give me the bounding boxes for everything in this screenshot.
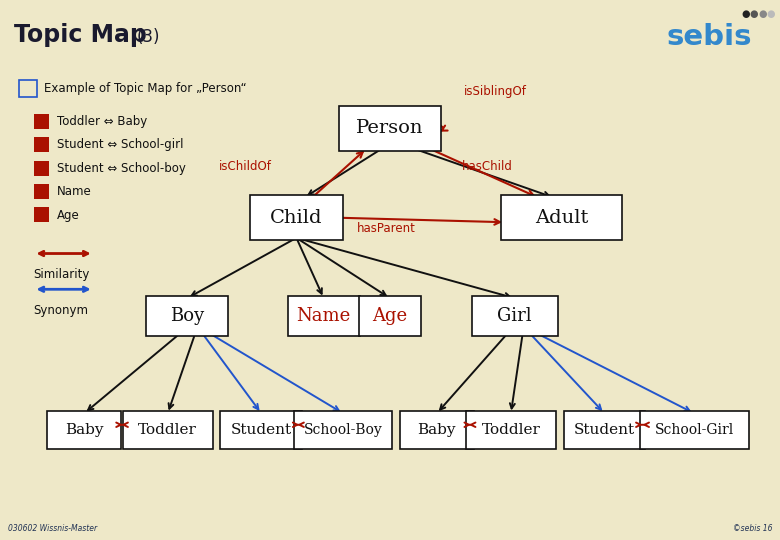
- FancyBboxPatch shape: [48, 411, 122, 449]
- Text: ●: ●: [750, 9, 758, 19]
- Text: (3): (3): [136, 28, 160, 45]
- FancyBboxPatch shape: [34, 207, 49, 222]
- Text: Student ⇔ School-boy: Student ⇔ School-boy: [57, 162, 186, 175]
- Text: ●: ●: [767, 9, 775, 19]
- FancyBboxPatch shape: [472, 296, 558, 336]
- Text: Adult: Adult: [535, 209, 588, 227]
- Text: Boy: Boy: [170, 307, 204, 325]
- FancyBboxPatch shape: [147, 296, 228, 336]
- Text: Toddler: Toddler: [138, 423, 197, 437]
- Text: Student ⇔ School-girl: Student ⇔ School-girl: [57, 138, 183, 151]
- Text: Example of Topic Map for „Person“: Example of Topic Map for „Person“: [44, 82, 247, 95]
- Text: Baby: Baby: [417, 423, 456, 437]
- Text: hasParent: hasParent: [356, 222, 416, 235]
- Text: Name: Name: [296, 307, 351, 325]
- FancyBboxPatch shape: [339, 106, 441, 151]
- Text: Synonym: Synonym: [34, 304, 89, 318]
- FancyBboxPatch shape: [34, 114, 49, 129]
- Text: Age: Age: [372, 307, 408, 325]
- Text: Toddler: Toddler: [481, 423, 541, 437]
- Text: School-Girl: School-Girl: [654, 423, 734, 437]
- Text: isChildOf: isChildOf: [219, 160, 272, 173]
- Text: Child: Child: [270, 209, 323, 227]
- Text: Girl: Girl: [498, 307, 532, 325]
- FancyBboxPatch shape: [19, 79, 37, 98]
- FancyArrowPatch shape: [439, 125, 448, 131]
- FancyBboxPatch shape: [34, 161, 49, 176]
- FancyBboxPatch shape: [250, 195, 343, 240]
- Text: Name: Name: [57, 185, 92, 198]
- FancyBboxPatch shape: [34, 184, 49, 199]
- FancyBboxPatch shape: [288, 296, 360, 336]
- Text: Age: Age: [57, 208, 80, 221]
- Text: 030602 Wissnis-Master: 030602 Wissnis-Master: [8, 524, 97, 533]
- Text: Student: Student: [574, 423, 635, 437]
- FancyBboxPatch shape: [359, 296, 421, 336]
- Text: Baby: Baby: [65, 423, 104, 437]
- FancyBboxPatch shape: [123, 411, 212, 449]
- FancyBboxPatch shape: [400, 411, 474, 449]
- Text: isSiblingOf: isSiblingOf: [464, 85, 526, 98]
- FancyBboxPatch shape: [640, 411, 749, 449]
- Text: ©sebis 16: ©sebis 16: [732, 524, 772, 533]
- FancyBboxPatch shape: [564, 411, 646, 449]
- Text: Student: Student: [231, 423, 292, 437]
- FancyBboxPatch shape: [34, 137, 49, 152]
- Text: ●: ●: [741, 9, 750, 19]
- FancyBboxPatch shape: [501, 195, 622, 240]
- FancyBboxPatch shape: [295, 411, 392, 449]
- Text: ●: ●: [758, 9, 767, 19]
- Text: sebis: sebis: [667, 23, 753, 51]
- Text: Similarity: Similarity: [34, 268, 90, 281]
- FancyBboxPatch shape: [466, 411, 555, 449]
- Text: School-Boy: School-Boy: [304, 423, 382, 437]
- Text: hasChild: hasChild: [462, 160, 513, 173]
- Text: Toddler ⇔ Baby: Toddler ⇔ Baby: [57, 115, 147, 128]
- Text: Topic Map: Topic Map: [14, 23, 147, 47]
- Text: Person: Person: [356, 119, 424, 137]
- FancyBboxPatch shape: [221, 411, 303, 449]
